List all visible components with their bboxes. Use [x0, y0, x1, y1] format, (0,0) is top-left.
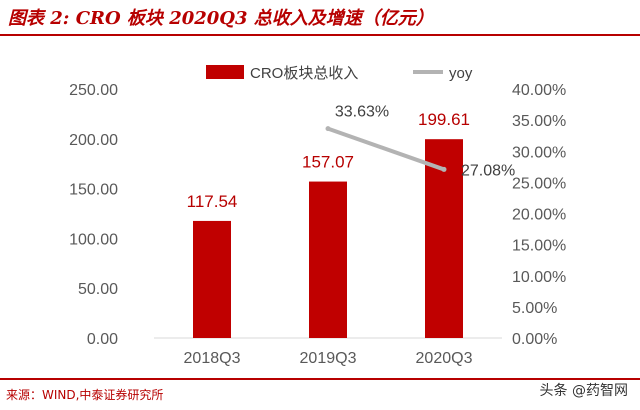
y-left-tick-label: 50.00 [78, 281, 118, 298]
yoy-point [441, 166, 447, 172]
y-right-tick-label: 5.00% [512, 300, 557, 317]
source-note: 来源：WIND,中泰证券研究所 [6, 388, 164, 402]
y-right-tick-label: 25.00% [512, 175, 566, 192]
bar-value-label: 199.61 [418, 110, 470, 129]
y-left-tick-label: 200.00 [69, 132, 118, 149]
y-right-tick-label: 10.00% [512, 269, 566, 286]
y-left-tick-label: 0.00 [87, 331, 118, 348]
x-category-label: 2020Q3 [416, 350, 473, 367]
y-left-tick-label: 100.00 [69, 231, 118, 248]
bar-value-label: 157.07 [302, 153, 354, 172]
watermark-logo: 头条 @药智网 [539, 383, 628, 399]
yoy-line [326, 126, 446, 172]
y-right-tick-label: 0.00% [512, 331, 557, 348]
figure-title: 图表 2: CRO 板块 2020Q3 总收入及增速（亿元） [8, 8, 434, 29]
bar-2018Q3 [193, 220, 231, 338]
bar-value-label: 117.54 [187, 192, 238, 211]
title-divider [0, 34, 640, 36]
y-left-tick-label: 150.00 [69, 182, 118, 199]
y-right-tick-label: 30.00% [512, 144, 566, 161]
x-category-label: 2018Q3 [184, 350, 241, 367]
yoy-point [325, 126, 331, 132]
y-left-tick-label: 250.00 [69, 82, 118, 99]
legend-label-revenue: CRO板块总收入 [250, 64, 358, 82]
x-category-label: 2019Q3 [300, 350, 357, 367]
revenue-yoy-chart: 0.00 50.00 100.00 150.00 200.00 250.00 0.00% 5.… [69, 64, 566, 367]
y-right-tick-label: 15.00% [512, 238, 566, 255]
y-right-tick-label: 20.00% [512, 207, 566, 224]
yoy-value-label: 27.08% [461, 162, 515, 179]
yoy-value-label: 33.63% [335, 104, 389, 121]
bar-2020Q3 [425, 139, 463, 338]
y-right-tick-label: 35.00% [512, 113, 566, 130]
bar-2019Q3 [309, 181, 347, 338]
legend-label-yoy: yoy [449, 65, 473, 82]
y-right-tick-label: 40.00% [512, 82, 566, 99]
legend-swatch-revenue [206, 65, 244, 79]
footer-divider [0, 378, 640, 380]
